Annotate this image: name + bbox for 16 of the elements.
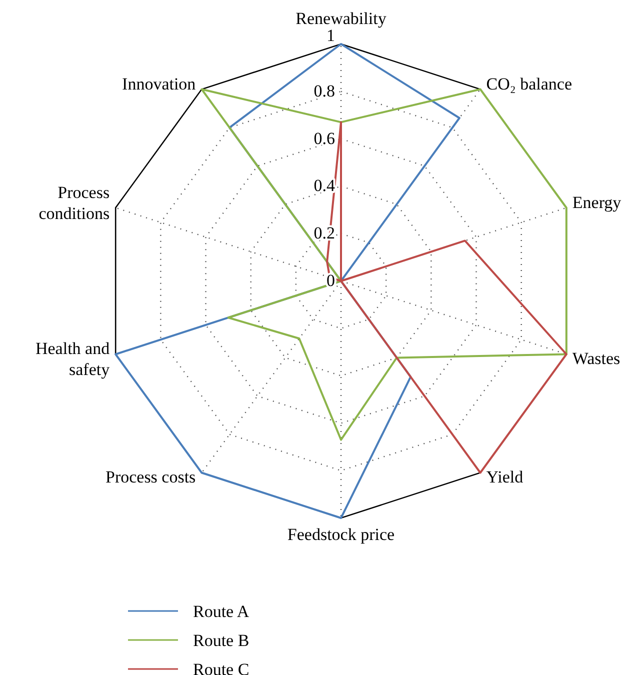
spoke-label: Wastes (572, 349, 620, 368)
spoke-label: Yield (486, 468, 524, 487)
spoke-label: Energy (572, 192, 622, 212)
legend-label: Route B (193, 631, 250, 650)
spoke-label: Process costs (105, 468, 196, 487)
y-tick-label: 0.6 (314, 128, 335, 148)
y-tick-label: 0.8 (314, 81, 335, 100)
y-tick-label: 1 (326, 26, 335, 45)
spoke-label: Process conditions (38, 182, 110, 223)
legend-label: Route C (193, 660, 250, 675)
legend-label: Route A (193, 602, 250, 621)
spoke-label: Renewability (296, 9, 387, 28)
spoke-label: Innovation (122, 74, 196, 94)
spoke-label: Feedstock price (287, 525, 395, 544)
spoke-label: Health and safety (35, 339, 110, 380)
spoke-label: CO₂ balance (486, 74, 572, 94)
